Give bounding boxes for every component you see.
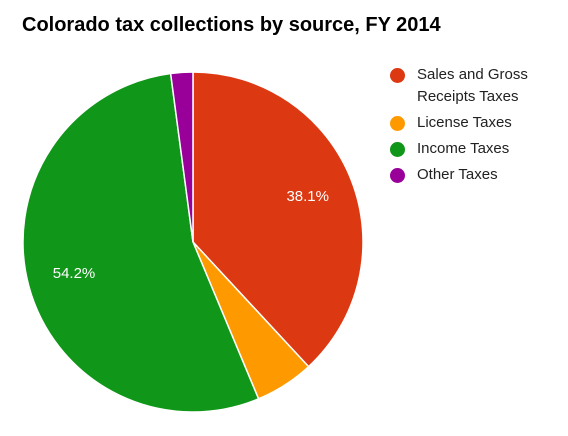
- legend-swatch-sales: [390, 68, 405, 83]
- slice-label-sales: 38.1%: [286, 188, 329, 205]
- legend-label-license: License Taxes: [417, 114, 512, 131]
- pie-slice-other[interactable]: [169, 71, 194, 243]
- legend-swatch-income: [390, 142, 405, 157]
- legend-label-income: Income Taxes: [417, 140, 510, 157]
- legend-label-sales: Sales and Gross Receipts Taxes: [417, 66, 528, 105]
- legend-swatch-other: [390, 168, 405, 183]
- legend-item-license[interactable]: License Taxes: [390, 114, 565, 134]
- legend-swatch-license: [390, 116, 405, 131]
- legend-label-other: Other Taxes: [417, 166, 498, 183]
- legend: Sales and Gross Receipts Taxes License T…: [390, 66, 565, 192]
- legend-item-other[interactable]: Other Taxes: [390, 166, 565, 186]
- pie-slice-income[interactable]: [22, 72, 260, 413]
- legend-item-sales[interactable]: Sales and Gross Receipts Taxes: [390, 66, 565, 108]
- legend-item-income[interactable]: Income Taxes: [390, 140, 565, 160]
- chart-title: Colorado tax collections by source, FY 2…: [22, 14, 441, 36]
- pie-slice-sales[interactable]: [192, 71, 364, 368]
- slice-label-income: 54.2%: [53, 265, 96, 282]
